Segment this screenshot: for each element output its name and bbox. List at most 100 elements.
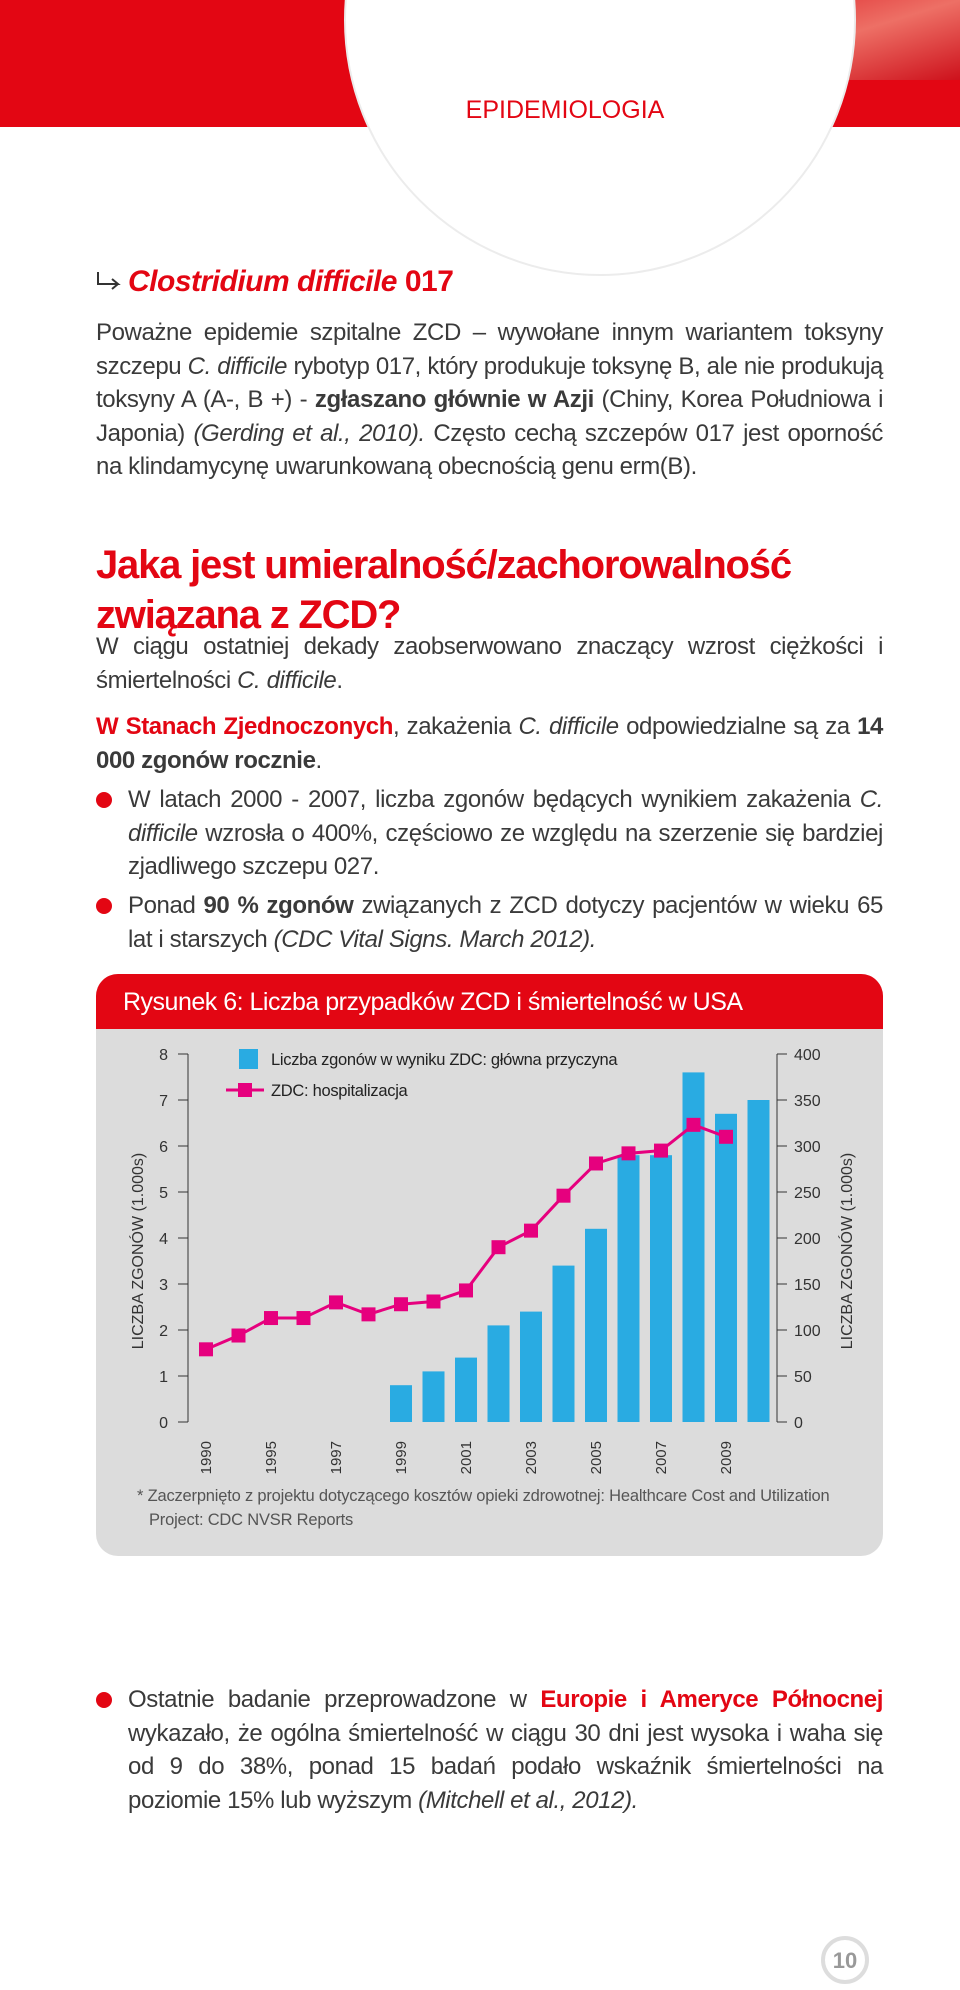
line-marker	[329, 1295, 343, 1310]
line-marker	[524, 1223, 538, 1238]
x-tick-label: 1997	[328, 1441, 345, 1474]
text-run: (Gerding et al., 2010).	[193, 419, 425, 447]
bar	[552, 1265, 575, 1422]
y-tick-label: 2	[159, 1323, 168, 1340]
x-tick-label: 1999	[393, 1441, 410, 1474]
bullet-dot	[96, 792, 112, 808]
text-run: C. difficile	[128, 786, 883, 847]
text-run: Często cechą szczepów 017 jest oporność …	[96, 419, 883, 481]
title-part: Clostridium difficile	[128, 265, 397, 298]
text-run: wzrosła o 400%, częściowo ze względu na …	[128, 819, 883, 881]
line-marker	[264, 1311, 278, 1326]
y-tick-label: 0	[159, 1415, 168, 1432]
line-marker	[589, 1156, 603, 1171]
text-run: Europie i Ameryce Północnej	[540, 1686, 883, 1713]
page-badge	[821, 1936, 869, 1984]
x-tick-label: 2009	[718, 1441, 735, 1474]
line-marker	[361, 1307, 376, 1322]
x-tick-label: 2001	[458, 1441, 475, 1474]
bar	[715, 1113, 737, 1422]
paragraph: W Stanach Zjednoczonych, zakażenia C. di…	[96, 710, 883, 777]
bar	[422, 1371, 445, 1422]
line-marker	[621, 1146, 636, 1161]
y-tick-label: 5	[159, 1185, 168, 1202]
bar	[455, 1357, 477, 1422]
figure-source: * Zaczerpnięto z projektu dotyczącego ko…	[137, 1487, 830, 1529]
page-number: 10	[833, 1948, 857, 1973]
line-marker	[296, 1311, 311, 1326]
line-marker	[491, 1240, 506, 1255]
line-marker	[394, 1297, 408, 1312]
bullet-text: Ponad 90 % zgonów związanych z ZCD dotyc…	[128, 889, 883, 956]
x-tick-label: 1990	[198, 1441, 215, 1474]
bar	[747, 1100, 770, 1422]
bar	[520, 1311, 542, 1422]
bar	[682, 1072, 705, 1422]
text-run: Ponad	[128, 892, 204, 919]
figure-title: Rysunek 6: Liczba przypadków ZCD i śmier…	[123, 988, 743, 1016]
paragraph: Poważne epidemie szpitalne ZCD – wywołan…	[96, 316, 883, 484]
y-tick-label: 3	[159, 1277, 168, 1294]
y2-tick-label: 350	[794, 1093, 821, 1110]
bullet-text: W latach 2000 - 2007, liczba zgonów będą…	[128, 783, 883, 884]
bullet-dot	[96, 1692, 112, 1708]
text-run: , zakażenia	[393, 713, 519, 740]
text-run: (Mitchell et al., 2012).	[418, 1786, 638, 1814]
y2-tick-label: 300	[794, 1139, 821, 1156]
line-marker	[426, 1294, 441, 1309]
text-run: C. difficile	[518, 713, 619, 740]
x-tick-label: 1995	[263, 1441, 280, 1474]
y2-tick-label: 100	[794, 1323, 821, 1340]
text-run: wykazało, że ogólna śmiertelność w ciągu…	[128, 1719, 883, 1814]
x-tick-label: 2007	[653, 1441, 670, 1474]
legend-label: ZDC: hospitalizacja	[271, 1082, 409, 1100]
bullet-text: Ostatnie badanie przeprowadzone w Europi…	[128, 1683, 883, 1817]
bullet-dot	[96, 898, 112, 914]
arrow-icon	[97, 272, 121, 290]
y2-tick-label: 0	[794, 1415, 803, 1432]
legend-swatch	[238, 1083, 252, 1097]
text-run: (CDC Vital Signs. March 2012).	[273, 925, 597, 953]
y-axis-title: LICZBA ZGONÓW (1.000s)	[128, 1153, 147, 1349]
y2-axis-title: LICZBA ZGONÓW (1.000s)	[837, 1153, 856, 1349]
y-tick-label: 7	[159, 1093, 168, 1110]
section-label: EPIDEMIOLOGIA	[466, 96, 665, 124]
line-marker	[719, 1129, 733, 1144]
y-tick-label: 8	[159, 1047, 168, 1064]
header-bubble	[344, 0, 856, 276]
line-marker	[199, 1342, 213, 1357]
line-marker	[459, 1283, 473, 1298]
text-run: C. difficile	[187, 352, 288, 380]
text-run: .	[315, 746, 323, 774]
text-run: odpowiedzialne są za	[618, 713, 858, 740]
y2-tick-label: 200	[794, 1231, 821, 1248]
line-marker	[556, 1188, 571, 1203]
text-run: (Chiny, Korea Południowa i Japonia)	[96, 386, 884, 447]
legend-label: Liczba zgonów w wyniku ZDC: główna przyc…	[271, 1051, 618, 1069]
line-marker	[654, 1143, 668, 1158]
y2-tick-label: 250	[794, 1185, 821, 1202]
text-run: zgłaszano głównie w Azji	[314, 386, 594, 413]
text-run: C. difficile	[237, 666, 337, 694]
x-tick-label: 2003	[523, 1441, 540, 1474]
line-marker	[231, 1328, 246, 1343]
y2-tick-label: 150	[794, 1277, 821, 1294]
text-run: .	[336, 666, 343, 694]
y-tick-label: 1	[159, 1369, 168, 1386]
bar	[585, 1228, 607, 1422]
bar	[390, 1385, 412, 1422]
title-part: 017	[396, 265, 454, 298]
x-tick-label: 2005	[588, 1441, 605, 1474]
text-run: W Stanach Zjednoczonych	[96, 713, 393, 740]
section-title: Clostridium difficile 017	[128, 265, 454, 299]
legend-swatch	[239, 1049, 258, 1069]
y-tick-label: 4	[159, 1231, 168, 1248]
text-run: Poważne epidemie szpitalne ZCD – wywołan…	[96, 319, 883, 380]
y2-tick-label: 50	[794, 1369, 812, 1386]
text-run: 90 % zgonów	[203, 892, 354, 919]
paragraph: W ciągu ostatniej dekady zaobserwowano z…	[96, 630, 883, 697]
text-run: 14 000 zgonów rocznie	[96, 713, 883, 774]
text-run: W latach 2000 - 2007, liczba zgonów będą…	[128, 786, 860, 813]
